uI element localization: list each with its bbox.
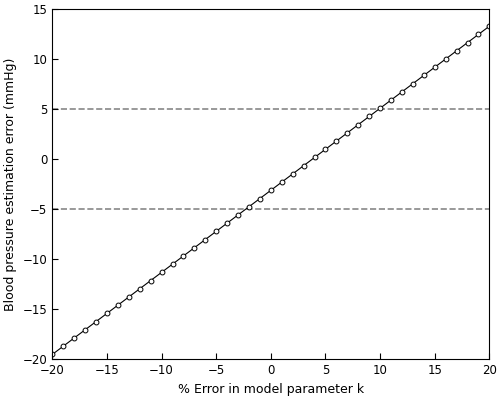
X-axis label: % Error in model parameter k: % Error in model parameter k: [178, 383, 364, 396]
Y-axis label: Blood pressure estimation error (mmHg): Blood pressure estimation error (mmHg): [4, 58, 17, 311]
